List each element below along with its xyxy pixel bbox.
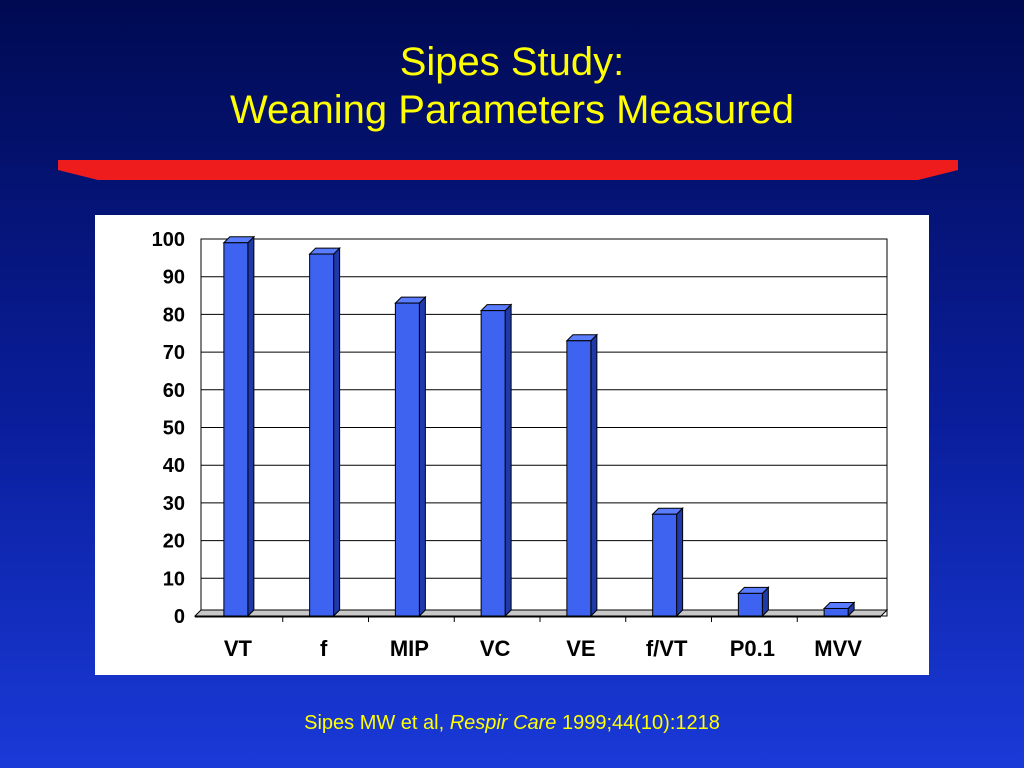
bar-top bbox=[394, 296, 427, 304]
bar-chart: 0 10 20 30 40 50 60 70 80 90 100 VT f MIP VC VE f/VT P0.1… bbox=[152, 229, 889, 661]
bar bbox=[394, 302, 420, 617]
y-tick-label: 10 bbox=[163, 568, 185, 590]
slide-title: Sipes Study: Weaning Parameters Measured bbox=[0, 38, 1024, 134]
y-tick-label: 70 bbox=[163, 342, 185, 364]
title-line-1: Sipes Study: bbox=[399, 40, 625, 84]
bar-top bbox=[308, 247, 341, 255]
y-tick-label: 100 bbox=[152, 229, 185, 251]
chart-panel: 0 10 20 30 40 50 60 70 80 90 100 VT f MIP VC VE f/VT P0.1… bbox=[95, 215, 929, 675]
citation: Sipes MW et al, Respir Care 1999;44(10):… bbox=[0, 712, 1024, 735]
title-line-2: Weaning Parameters Measured bbox=[230, 88, 794, 132]
bar-top bbox=[651, 507, 684, 515]
x-tick-label: P0.1 bbox=[730, 636, 775, 661]
y-tick-label: 60 bbox=[163, 380, 185, 402]
bar-side bbox=[333, 246, 341, 618]
bar-side bbox=[590, 333, 598, 618]
citation-journal: Respir Care bbox=[449, 712, 557, 734]
chart-floor bbox=[193, 609, 889, 617]
bar bbox=[223, 242, 249, 617]
bar bbox=[823, 607, 849, 617]
bar-side bbox=[247, 235, 255, 618]
x-tick-label: f bbox=[320, 636, 328, 661]
x-tick-label: MVV bbox=[814, 636, 862, 661]
bar-side bbox=[676, 507, 684, 618]
bar-side bbox=[504, 303, 512, 618]
y-tick-label: 50 bbox=[163, 418, 185, 440]
x-tick-label: VC bbox=[480, 636, 511, 661]
x-tick-label: MIP bbox=[390, 636, 429, 661]
bar-side bbox=[418, 295, 426, 618]
y-tick-label: 80 bbox=[163, 304, 185, 326]
y-tick-label: 20 bbox=[163, 531, 185, 553]
bar bbox=[652, 513, 678, 617]
x-tick-label: VE bbox=[566, 636, 595, 661]
bar-top bbox=[479, 304, 513, 312]
title-divider bbox=[58, 160, 958, 180]
y-tick-label: 30 bbox=[163, 493, 185, 515]
bar bbox=[480, 310, 506, 617]
citation-author: Sipes MW et al, bbox=[304, 712, 450, 734]
bar-top bbox=[822, 601, 856, 609]
bar-top bbox=[737, 586, 770, 594]
bar bbox=[737, 592, 763, 617]
y-tick-label: 0 bbox=[174, 606, 185, 628]
bar-top bbox=[565, 334, 599, 342]
bar-top bbox=[222, 236, 256, 244]
y-tick-label: 40 bbox=[163, 455, 185, 477]
x-tick-label: f/VT bbox=[646, 636, 688, 661]
y-tick-label: 90 bbox=[163, 267, 185, 289]
x-tick-label: VT bbox=[224, 636, 253, 661]
bar bbox=[309, 253, 335, 617]
citation-reference: 1999;44(10):1218 bbox=[556, 712, 720, 734]
bar bbox=[566, 340, 592, 617]
